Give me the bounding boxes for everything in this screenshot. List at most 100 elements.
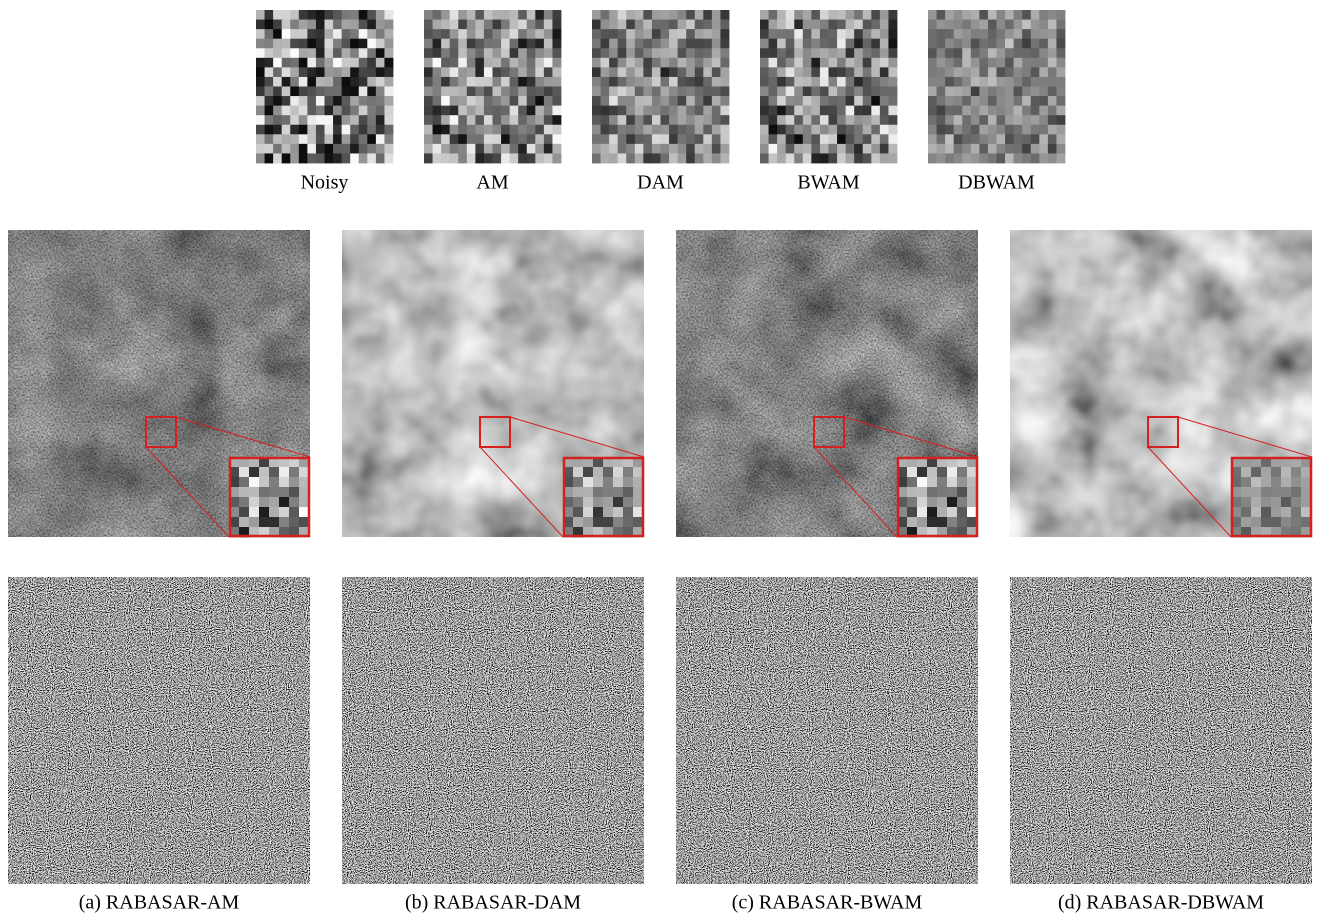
patch-pixel bbox=[879, 48, 889, 59]
inset-pixel bbox=[259, 527, 270, 538]
patch-pixel bbox=[341, 96, 351, 107]
patch-pixel bbox=[760, 143, 769, 154]
patch-pixel bbox=[811, 134, 821, 145]
patch-pixel bbox=[1013, 124, 1023, 135]
patch-pixel bbox=[888, 124, 898, 135]
patch-pixel bbox=[760, 105, 769, 116]
inset-pixel bbox=[1301, 507, 1312, 518]
patch-pixel bbox=[979, 57, 989, 68]
inset-pixel bbox=[917, 457, 928, 468]
patch-pixel bbox=[1056, 143, 1066, 154]
patch-pixel bbox=[475, 76, 485, 87]
patch-pixel bbox=[802, 67, 812, 78]
patch-pixel bbox=[441, 124, 451, 135]
patch-pixel bbox=[350, 48, 360, 59]
patch-pixel bbox=[358, 10, 368, 20]
inset-pixel bbox=[229, 467, 240, 478]
patch-pixel bbox=[552, 76, 562, 87]
patch-pixel bbox=[341, 134, 351, 145]
patch-pixel bbox=[811, 48, 821, 59]
patch-pixel bbox=[1022, 86, 1032, 97]
patch-pixel bbox=[466, 134, 476, 145]
patch-pixel bbox=[341, 38, 351, 49]
patch-pixel bbox=[720, 153, 730, 164]
patch-pixel bbox=[375, 19, 385, 30]
patch-pixel bbox=[358, 57, 368, 68]
inset-pixel bbox=[603, 477, 614, 488]
inset-pixel bbox=[583, 457, 594, 468]
patch-pixel bbox=[441, 134, 451, 145]
patch-pixel bbox=[1005, 48, 1015, 59]
patch-pixel bbox=[273, 86, 283, 97]
patch-pixel bbox=[384, 143, 394, 154]
inset-border bbox=[228, 456, 311, 538]
caption: (c) RABASAR-BWAM bbox=[732, 892, 923, 914]
inset-pixel bbox=[967, 517, 978, 528]
inset-pixel bbox=[279, 467, 290, 478]
patch-pixel bbox=[862, 143, 872, 154]
patch-pixel bbox=[760, 67, 769, 78]
patch-pixel bbox=[449, 143, 459, 154]
inset-pixel bbox=[1291, 467, 1302, 478]
patch-pixel bbox=[458, 153, 468, 164]
patch-pixel bbox=[669, 86, 679, 97]
patch-pixel bbox=[819, 153, 829, 164]
patch-pixel bbox=[953, 76, 963, 87]
patch-pixel bbox=[475, 115, 485, 126]
patch-pixel bbox=[819, 10, 829, 20]
patch-pixel bbox=[760, 115, 769, 126]
patch-pixel bbox=[375, 67, 385, 78]
inset-pixel bbox=[633, 497, 644, 508]
patch-pixel bbox=[475, 57, 485, 68]
patch-pixel bbox=[669, 76, 679, 87]
inset-pixel bbox=[937, 487, 948, 498]
patch-pixel bbox=[543, 38, 553, 49]
patch-pixel bbox=[1005, 143, 1015, 154]
patch-pixel bbox=[987, 143, 997, 154]
inset-pixel bbox=[603, 467, 614, 478]
patch-pixel bbox=[651, 124, 661, 135]
patch-pixel bbox=[466, 29, 476, 40]
patch-pixel bbox=[711, 67, 721, 78]
patch-pixel bbox=[669, 19, 679, 30]
patch-pixel bbox=[777, 86, 787, 97]
inset-pixel bbox=[1271, 497, 1282, 508]
inset-pixel bbox=[229, 477, 240, 488]
patch-pixel bbox=[643, 48, 653, 59]
patch-pixel bbox=[458, 105, 468, 116]
patch-pixel bbox=[358, 105, 368, 116]
patch-pixel bbox=[1056, 134, 1066, 145]
inset-pixel bbox=[1281, 457, 1292, 468]
patch-pixel bbox=[879, 105, 889, 116]
patch-pixel bbox=[987, 76, 997, 87]
patch-pixel bbox=[609, 29, 619, 40]
patch-pixel bbox=[888, 29, 898, 40]
patch-pixel bbox=[1022, 96, 1032, 107]
patch-pixel bbox=[1013, 143, 1023, 154]
patch-pixel bbox=[483, 143, 493, 154]
patch-pixel bbox=[535, 38, 545, 49]
patch-pixel bbox=[609, 38, 619, 49]
patch-pixel bbox=[760, 96, 769, 107]
patch-pixel bbox=[720, 48, 730, 59]
patch-pixel bbox=[609, 48, 619, 59]
patch-pixel bbox=[634, 19, 644, 30]
patch-pixel bbox=[996, 10, 1006, 20]
patch-pixel bbox=[298, 115, 308, 126]
patch-pixel bbox=[458, 38, 468, 49]
patch-pixel bbox=[626, 134, 636, 145]
patch-pixel bbox=[768, 57, 778, 68]
patch-pixel bbox=[871, 134, 881, 145]
patch-pixel bbox=[441, 19, 451, 30]
patch-pixel bbox=[651, 96, 661, 107]
patch-pixel bbox=[543, 96, 553, 107]
patch-pixel bbox=[501, 105, 511, 116]
inset-pixel bbox=[613, 517, 624, 528]
patch-pixel bbox=[290, 124, 300, 135]
patch-pixel bbox=[264, 38, 274, 49]
patch-pixel bbox=[962, 67, 972, 78]
patch-pixel bbox=[811, 124, 821, 135]
patch-pixel bbox=[879, 19, 889, 30]
patch-pixel bbox=[609, 19, 619, 30]
patch-pixel bbox=[979, 115, 989, 126]
